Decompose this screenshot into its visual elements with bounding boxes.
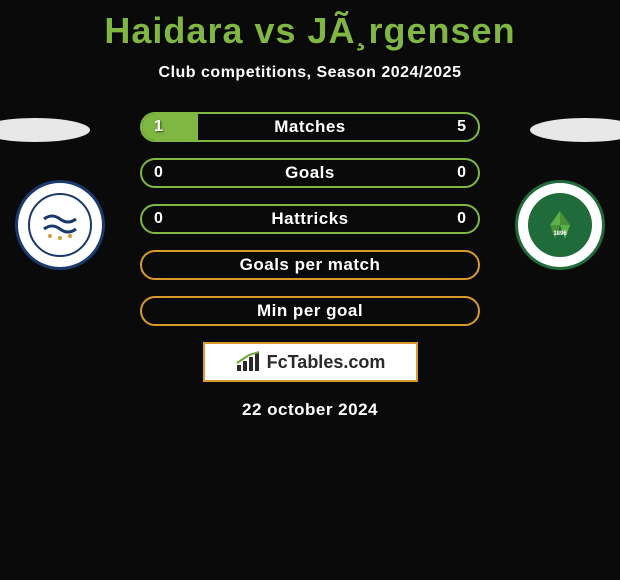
stat-label: Hattricks — [142, 209, 478, 229]
left-player-column — [0, 112, 120, 270]
main-content: 1896 1 Matches 5 0 Goals 0 0 Hattricks 0 — [0, 112, 620, 420]
left-club-badge — [15, 180, 105, 270]
stats-list: 1 Matches 5 0 Goals 0 0 Hattricks 0 Goal… — [140, 112, 480, 326]
right-club-badge: 1896 — [515, 180, 605, 270]
stat-label: Min per goal — [142, 301, 478, 321]
stat-label: Goals — [142, 163, 478, 183]
stat-row-goals: 0 Goals 0 — [140, 158, 480, 188]
stat-row-min-per-goal: Min per goal — [140, 296, 480, 326]
right-player-photo-placeholder — [530, 118, 620, 142]
stat-value-right: 0 — [457, 210, 466, 228]
stat-row-goals-per-match: Goals per match — [140, 250, 480, 280]
left-player-photo-placeholder — [0, 118, 90, 142]
brand-badge[interactable]: FcTables.com — [203, 342, 418, 382]
subtitle: Club competitions, Season 2024/2025 — [0, 64, 620, 82]
stat-label: Matches — [142, 117, 478, 137]
comparison-card: Haidara vs JÃ¸rgensen Club competitions,… — [0, 0, 620, 420]
stat-value-right: 0 — [457, 164, 466, 182]
stat-row-matches: 1 Matches 5 — [140, 112, 480, 142]
stat-value-right: 5 — [457, 118, 466, 136]
comparison-date: 22 october 2024 — [0, 400, 620, 420]
svg-text:1896: 1896 — [553, 231, 567, 237]
left-club-badge-inner — [28, 193, 92, 257]
stat-label: Goals per match — [142, 255, 478, 275]
right-club-badge-inner: 1896 — [528, 193, 592, 257]
left-club-crest-icon — [38, 203, 82, 247]
right-club-crest-icon: 1896 — [536, 201, 584, 249]
brand-chart-icon — [235, 351, 261, 373]
right-player-column: 1896 — [500, 112, 620, 270]
brand-text: FcTables.com — [267, 352, 386, 373]
stat-row-hattricks: 0 Hattricks 0 — [140, 204, 480, 234]
page-title: Haidara vs JÃ¸rgensen — [0, 0, 620, 52]
